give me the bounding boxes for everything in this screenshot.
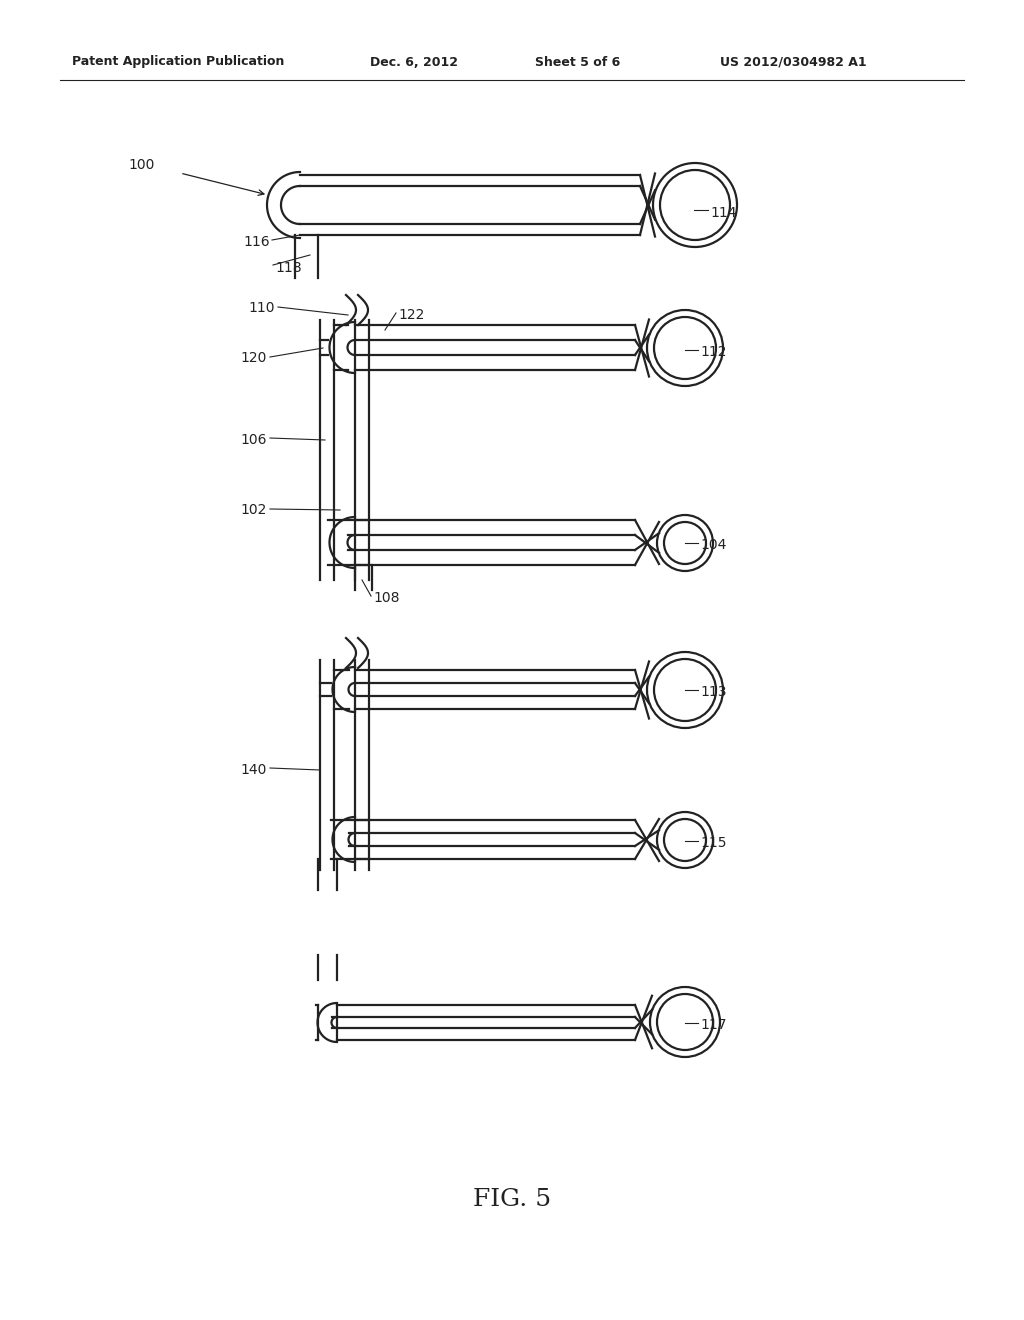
Text: 117: 117 xyxy=(700,1018,726,1032)
Text: 118: 118 xyxy=(275,261,302,275)
Text: 120: 120 xyxy=(240,351,266,366)
Text: 112: 112 xyxy=(700,345,726,359)
Text: Dec. 6, 2012: Dec. 6, 2012 xyxy=(370,55,458,69)
Text: 114: 114 xyxy=(710,206,736,220)
Text: 122: 122 xyxy=(398,308,424,322)
Text: 100: 100 xyxy=(128,158,155,172)
Text: 108: 108 xyxy=(373,591,399,605)
Text: 106: 106 xyxy=(240,433,266,447)
Text: 104: 104 xyxy=(700,539,726,552)
Text: US 2012/0304982 A1: US 2012/0304982 A1 xyxy=(720,55,866,69)
Text: 113: 113 xyxy=(700,685,726,700)
Text: 110: 110 xyxy=(248,301,274,315)
Text: FIG. 5: FIG. 5 xyxy=(473,1188,551,1212)
Text: 116: 116 xyxy=(243,235,269,249)
Text: 140: 140 xyxy=(240,763,266,777)
Text: Sheet 5 of 6: Sheet 5 of 6 xyxy=(535,55,621,69)
Text: 102: 102 xyxy=(240,503,266,517)
Text: 115: 115 xyxy=(700,836,726,850)
Text: Patent Application Publication: Patent Application Publication xyxy=(72,55,285,69)
